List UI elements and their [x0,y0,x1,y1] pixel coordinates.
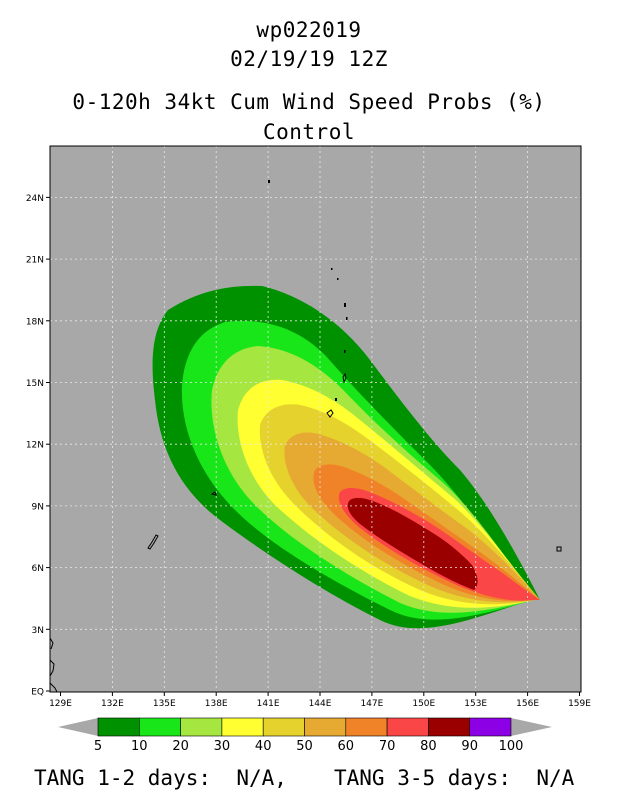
datetime-title: 02/19/19 12Z [230,47,388,71]
tang-1-2-value: N/A, [236,766,287,790]
tang-3-5-label: TANG 3-5 days: [334,766,512,790]
colorbar-label: 80 [420,739,437,754]
lat-label: 3N [32,626,44,636]
subtitle: Control [262,120,355,144]
tang-1-2-label: TANG 1-2 days: [34,766,212,790]
colorbar-label: 20 [172,739,189,754]
lat-label: 9N [32,502,44,512]
lon-label: 135E [153,699,176,709]
lat-label: 24N [26,194,44,204]
colorbar-swatch [180,717,223,737]
lon-label: 129E [49,699,72,709]
island-marker [268,180,270,183]
lat-label: 18N [26,317,44,327]
island-outline [342,372,347,384]
lon-label: 150E [412,699,435,709]
colorbar-swatch [139,717,181,737]
lon-label: 138E [205,699,228,709]
coastline [50,637,58,692]
probability-contours [152,285,541,629]
plot-frame [49,145,582,693]
island-marker [337,278,339,280]
lon-label: 147E [360,699,383,709]
prob-contour-80 [347,497,478,590]
colorbar-label: 30 [214,739,231,754]
colorbar-label: 90 [461,739,478,754]
colorbar-swatch [97,717,140,737]
colorbar-swatch [469,717,512,737]
coastlines [50,180,562,692]
island-outline [326,409,334,418]
colorbar: 5 10 20 30 40 50 60 70 80 90 100 [58,717,552,754]
island-outline [210,491,217,496]
colorbar-label: 60 [338,739,355,754]
lat-label: 15N [26,379,44,389]
lon-label: 159E [568,699,591,709]
footer-tang-1-2: TANG 1-2 days: N/A, [34,766,287,790]
colorbar-label: 5 [94,739,102,754]
island-marker [344,350,346,353]
colorbar-swatch [262,717,305,737]
island-marker [344,303,346,307]
colorbar-swatch [386,717,429,737]
lat-label: EQ [31,688,44,698]
tang-3-5-value: N/A [536,766,575,790]
lon-label: 156E [516,699,539,709]
colorbar-label: 50 [296,739,313,754]
lon-label: 132E [101,699,124,709]
lon-label: 141E [257,699,280,709]
lat-lon-grid [50,146,581,692]
colorbar-high-arrow [511,718,552,736]
lat-label: 21N [26,256,44,266]
lat-label: 12N [26,441,44,451]
lon-label: 153E [464,699,487,709]
footer-tang-3-5: TANG 3-5 days: N/A [334,766,574,790]
colorbar-swatch [345,717,388,737]
product-title: 0-120h 34kt Cum Wind Speed Probs (%) [72,90,546,114]
island-outline [556,546,562,552]
colorbar-label: 40 [255,739,272,754]
lon-label: 144E [309,699,332,709]
island-marker [335,398,337,401]
colorbar-swatch [221,717,264,737]
island-outline [147,534,159,550]
colorbar-swatch [304,717,347,737]
lat-label: 6N [32,564,44,574]
island-marker [331,268,333,270]
colorbar-label: 10 [131,739,148,754]
colorbar-low-arrow [58,718,98,736]
axes: EQ 3N 6N 9N 12N 15N 18N 21N 24N 129E 132E 135E 138E 1… [26,194,591,709]
colorbar-swatch [428,717,470,737]
storm-id-title: wp022019 [256,18,362,42]
island-marker [346,317,348,320]
colorbar-label: 100 [499,739,524,754]
colorbar-label: 70 [379,739,396,754]
